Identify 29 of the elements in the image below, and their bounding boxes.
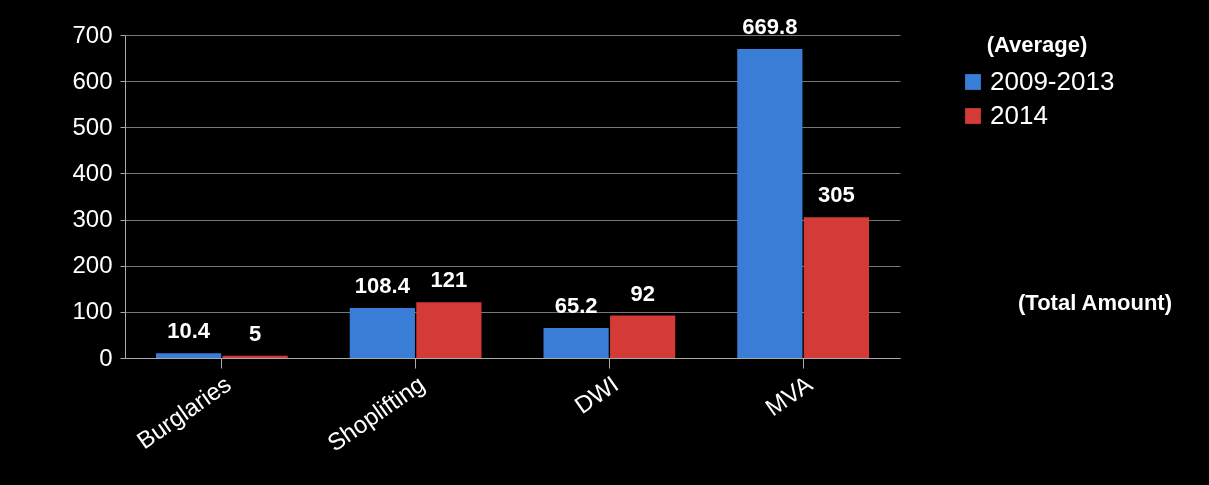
bar xyxy=(416,302,482,358)
y-tick-label: 200 xyxy=(72,251,113,279)
text: (Total Amount) xyxy=(1018,290,1172,315)
data-label: 108.4 xyxy=(354,272,411,298)
bar xyxy=(737,48,803,358)
bar xyxy=(349,307,415,358)
y-tick-label: 300 xyxy=(72,205,113,233)
legend-title: (Average) xyxy=(986,32,1088,57)
data-label: 669.8 xyxy=(742,13,798,39)
x-tick-label: MVA xyxy=(760,370,817,421)
bar xyxy=(610,315,676,358)
y-tick-label: 700 xyxy=(72,20,113,48)
data-label: 10.4 xyxy=(167,318,211,344)
bar xyxy=(543,327,609,358)
y-tick-label: 500 xyxy=(72,112,113,140)
data-label: 5 xyxy=(249,320,262,346)
legend-label: 2009-2013 xyxy=(990,66,1115,96)
data-label: 92 xyxy=(630,280,655,306)
data-label: 121 xyxy=(430,267,468,293)
data-label: 65.2 xyxy=(554,292,598,318)
y-tick-label: 400 xyxy=(72,158,113,186)
bar xyxy=(803,217,869,358)
x-tick-label: DWI xyxy=(569,370,624,419)
bar xyxy=(156,353,222,358)
data-label: 305 xyxy=(818,182,855,208)
y-tick-label: 100 xyxy=(72,297,113,325)
y-tick-label: 600 xyxy=(72,66,113,94)
legend-label: 2014 xyxy=(990,100,1048,130)
y-tick-label: 0 xyxy=(99,343,113,371)
